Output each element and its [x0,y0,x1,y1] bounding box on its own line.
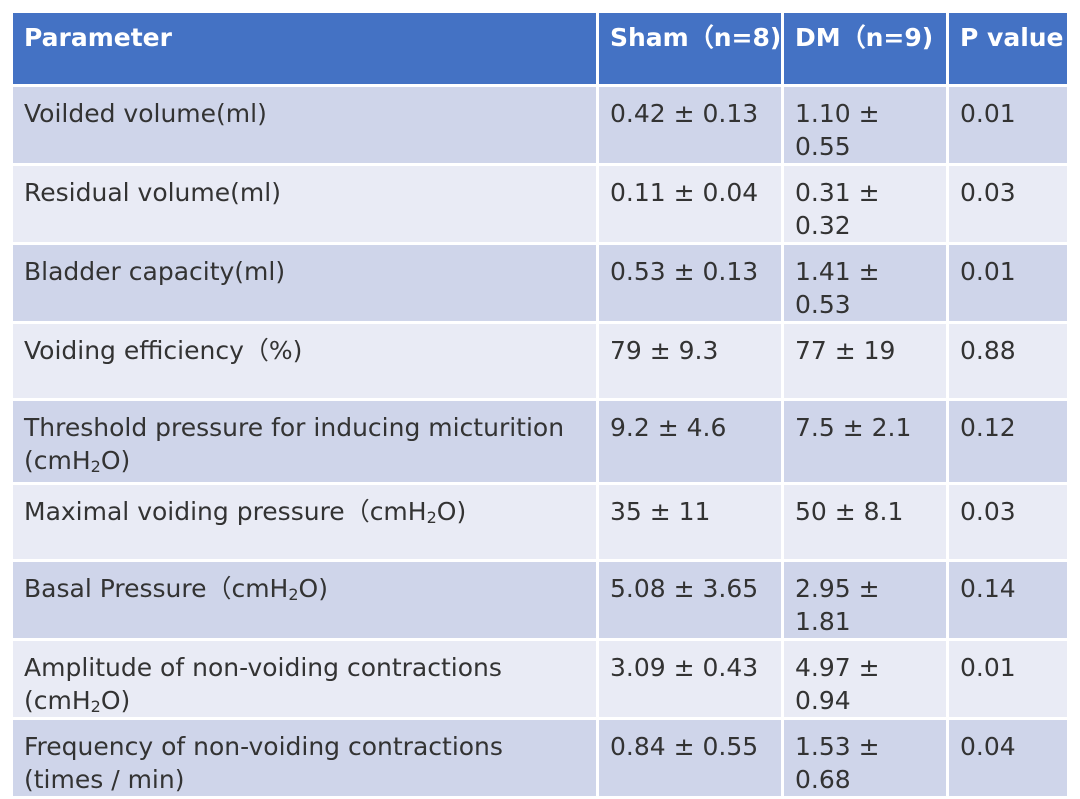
cell-p-value: 0.88 [946,321,1070,401]
cell-sham: 3.09 ± 0.43 [596,638,784,720]
cell-sham: 0.53 ± 0.13 [596,242,784,324]
cell-sham: 79 ± 9.3 [596,321,784,401]
cell-p-value: 0.14 [946,559,1070,641]
unit-subscript: 2 [90,697,101,716]
cell-dm: 1.10 ± 0.55 [781,84,949,166]
header-dm: DM（n=9) [781,10,949,87]
cell-parameter: Residual volume(ml) [10,163,599,245]
cell-p-value: 0.12 [946,398,1070,485]
cell-dm: 1.41 ± 0.53 [781,242,949,324]
table-row: Residual volume(ml) 0.11 ± 0.04 0.31 ± 0… [10,163,1070,245]
header-parameter: Parameter [10,10,599,87]
table-row: Amplitude of non-voiding contractions (c… [10,638,1070,720]
table-row: Voiding efficiency（%) 79 ± 9.3 77 ± 19 0… [10,321,1070,401]
cell-p-value: 0.01 [946,84,1070,166]
table-body: Voilded volume(ml) 0.42 ± 0.13 1.10 ± 0.… [10,84,1070,799]
unit-line: (times / min) [24,765,185,794]
cell-sham: 5.08 ± 3.65 [596,559,784,641]
unit-subscript: 2 [90,457,101,476]
table-row: Bladder capacity(ml) 0.53 ± 0.13 1.41 ± … [10,242,1070,324]
table-row: Frequency of non-voiding contractions (t… [10,717,1070,799]
header-row: Parameter Sham（n=8) DM（n=9) P value [10,10,1070,87]
unit-prefix: (cmH [24,686,91,715]
parameter-label: Frequency of non-voiding contractions [24,732,503,761]
cell-parameter: Amplitude of non-voiding contractions (c… [10,638,599,720]
cell-sham: 9.2 ± 4.6 [596,398,784,485]
cell-sham: 0.84 ± 0.55 [596,717,784,799]
cell-dm: 0.31 ± 0.32 [781,163,949,245]
cell-parameter: Bladder capacity(ml) [10,242,599,324]
cell-p-value: 0.03 [946,163,1070,245]
unit-suffix: O) [298,574,328,603]
cell-dm: 1.53 ± 0.68 [781,717,949,799]
cell-sham: 35 ± 11 [596,482,784,562]
table-row: Voilded volume(ml) 0.42 ± 0.13 1.10 ± 0.… [10,84,1070,166]
cell-sham: 0.42 ± 0.13 [596,84,784,166]
cell-parameter: Basal Pressure（cmH2O) [10,559,599,641]
parameter-label: Basal Pressure（cmH [24,574,289,603]
unit-suffix: O) [100,686,131,715]
table-row: Basal Pressure（cmH2O) 5.08 ± 3.65 2.95 ±… [10,559,1070,641]
unit-subscript: 2 [288,585,299,604]
table-header: Parameter Sham（n=8) DM（n=9) P value [10,10,1070,87]
cell-p-value: 0.04 [946,717,1070,799]
cell-parameter: Frequency of non-voiding contractions (t… [10,717,599,799]
cell-dm: 7.5 ± 2.1 [781,398,949,485]
unit-subscript: 2 [426,508,437,527]
header-sham: Sham（n=8) [596,10,784,87]
cell-parameter: Voilded volume(ml) [10,84,599,166]
cell-parameter: Maximal voiding pressure（cmH2O) [10,482,599,562]
cell-p-value: 0.01 [946,638,1070,720]
unit-suffix: O) [436,497,467,526]
header-p-value: P value [946,10,1070,87]
cell-dm: 4.97 ± 0.94 [781,638,949,720]
cell-p-value: 0.01 [946,242,1070,324]
parameter-label: Threshold pressure for inducing micturit… [24,413,565,442]
parameter-comparison-table: Parameter Sham（n=8) DM（n=9) P value Voil… [10,10,1070,799]
cell-parameter: Voiding efficiency（%) [10,321,599,401]
table-row: Maximal voiding pressure（cmH2O) 35 ± 11 … [10,482,1070,562]
cell-dm: 77 ± 19 [781,321,949,401]
unit-prefix: (cmH [24,446,91,475]
cell-p-value: 0.03 [946,482,1070,562]
cell-dm: 50 ± 8.1 [781,482,949,562]
unit-suffix: O) [100,446,131,475]
cell-dm: 2.95 ± 1.81 [781,559,949,641]
cell-sham: 0.11 ± 0.04 [596,163,784,245]
table-row: Threshold pressure for inducing micturit… [10,398,1070,485]
parameter-label: Amplitude of non-voiding contractions [24,653,502,682]
cell-parameter: Threshold pressure for inducing micturit… [10,398,599,485]
parameter-label: Maximal voiding pressure（cmH [24,497,427,526]
